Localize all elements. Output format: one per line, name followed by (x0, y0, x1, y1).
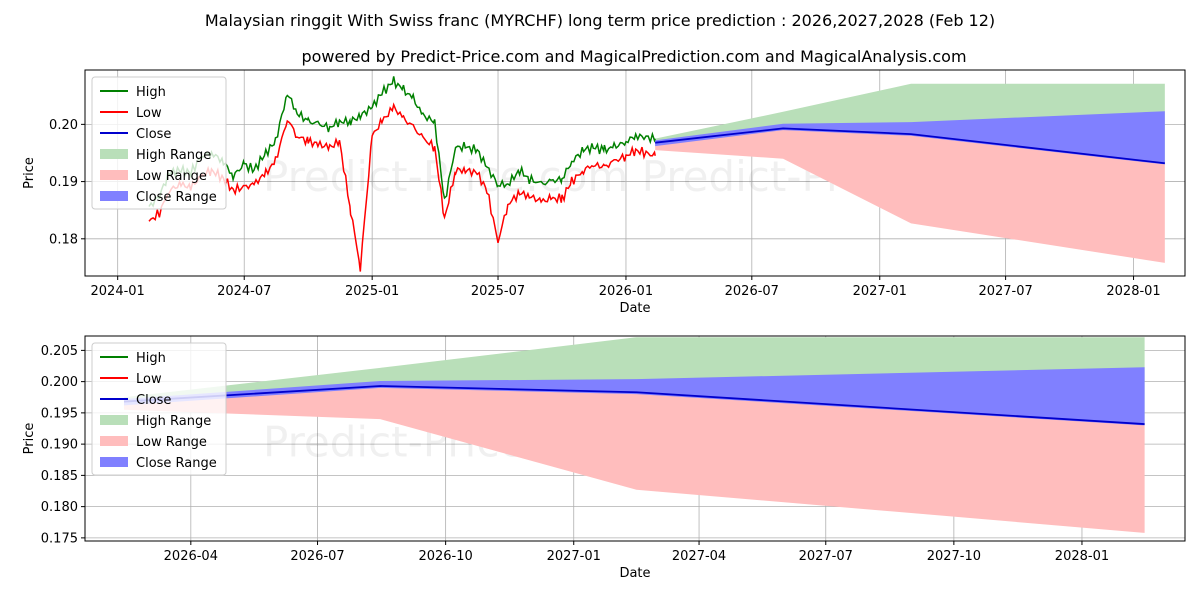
low-series-line (148, 102, 656, 272)
y-tick-label: 0.20 (49, 118, 78, 133)
legend-label-high-range: High Range (136, 414, 211, 429)
legend-swatch-low-range (100, 170, 128, 180)
legend-label-low: Low (136, 372, 162, 387)
low-range-area (655, 128, 1165, 263)
high-series-line (148, 76, 656, 208)
y-tick-label: 0.195 (41, 406, 78, 421)
legend-swatch-high-range (100, 149, 128, 159)
x-tick-label: 2027-01 (547, 549, 601, 564)
x-axis-label: Date (619, 566, 650, 581)
plot-frame (84, 69, 1186, 277)
x-tick-label: 2026-07 (725, 284, 779, 299)
close-range-area (123, 367, 1145, 426)
y-tick-label: 0.175 (41, 531, 78, 546)
x-tick-label: 2026-04 (164, 549, 218, 564)
y-tick-label: 0.190 (41, 438, 78, 453)
x-tick-label: 2028-01 (1106, 284, 1160, 299)
x-tick-label: 2027-04 (672, 549, 726, 564)
x-tick-label: 2024-01 (91, 284, 145, 299)
legend-label-low-range: Low Range (136, 169, 207, 184)
low-range-area (123, 386, 1145, 533)
legend-label-close-range: Close Range (136, 190, 217, 205)
legend-label-close: Close (136, 127, 171, 142)
legend: High Low Close High Range Low Range Close Ran… (91, 76, 227, 210)
x-axis-label: Date (619, 301, 650, 316)
legend-label-close-range: Close Range (136, 456, 217, 471)
x-tick-label: 2025-01 (345, 284, 399, 299)
top-panel: Predict-Price.com Predict-Price.com2024-… (22, 69, 1186, 316)
legend-label-low: Low (136, 106, 162, 121)
y-tick-label: 0.200 (41, 375, 78, 390)
legend-label-close: Close (136, 393, 171, 408)
legend-label-high: High (136, 351, 166, 366)
legend-label-high-range: High Range (136, 148, 211, 163)
plot-frame (84, 335, 1186, 542)
y-tick-label: 0.205 (41, 344, 78, 359)
x-tick-label: 2027-10 (927, 549, 981, 564)
x-tick-label: 2028-01 (1055, 549, 1109, 564)
x-tick-label: 2026-01 (599, 284, 653, 299)
bottom-panel: Predict-Price.com Predict-Price.com2026-… (22, 335, 1186, 581)
x-tick-label: 2025-07 (471, 284, 525, 299)
chart-title: Malaysian ringgit With Swiss franc (MYRC… (205, 11, 995, 30)
legend-label-low-range: Low Range (136, 435, 207, 450)
legend-swatch-close-range (100, 191, 128, 201)
legend-swatch-low-range (100, 436, 128, 446)
legend-swatch-close-range (100, 457, 128, 467)
x-tick-label: 2026-07 (290, 549, 344, 564)
x-tick-label: 2024-07 (217, 284, 271, 299)
x-tick-label: 2027-07 (799, 549, 853, 564)
close-range-area (655, 111, 1165, 165)
y-axis-label: Price (22, 157, 37, 189)
y-tick-label: 0.185 (41, 469, 78, 484)
close-forecast-line (655, 127, 1165, 165)
chart-subtitle: powered by Predict-Price.com and Magical… (301, 47, 966, 66)
y-axis-label: Price (22, 423, 37, 455)
y-tick-label: 0.180 (41, 500, 78, 515)
legend-label-high: High (136, 85, 166, 100)
legend: High Low Close High Range Low Range Close Ran… (91, 342, 227, 476)
x-tick-label: 2026-10 (418, 549, 472, 564)
x-tick-label: 2027-07 (978, 284, 1032, 299)
close-forecast-line (123, 385, 1145, 426)
legend-swatch-high-range (100, 415, 128, 425)
y-tick-label: 0.19 (49, 175, 78, 190)
x-tick-label: 2027-01 (853, 284, 907, 299)
y-tick-label: 0.18 (49, 232, 78, 247)
